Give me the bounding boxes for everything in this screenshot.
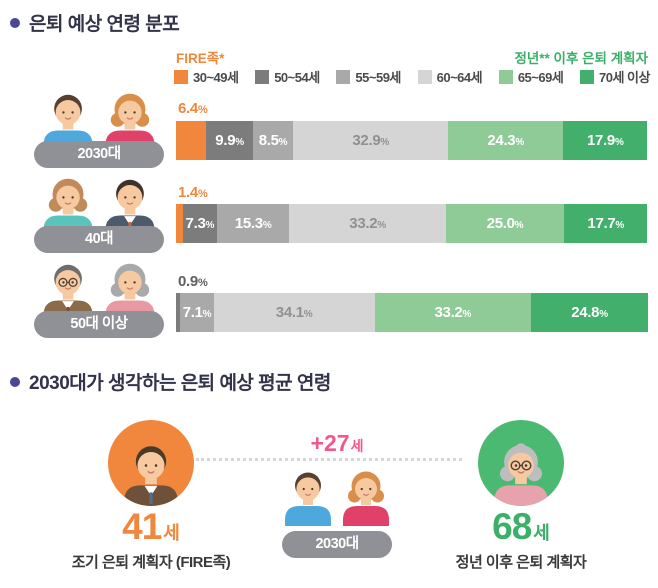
bar-segment-value: 33.2% [349, 215, 386, 232]
group-label: 40대 [85, 231, 113, 247]
bar-segment: 15.3% [217, 204, 290, 243]
group-label-pill: 2030대 [34, 141, 164, 168]
legend-swatch-icon [336, 69, 351, 84]
age-difference: +27 세 [270, 430, 404, 457]
legend-label: 30~49세 [193, 70, 239, 85]
stacked-bar-50s: 7.1% 34.1% 33.2% 24.8% [176, 293, 648, 332]
people-40s-illustration: 40대 [34, 177, 164, 253]
legend-header-senior: 정년** 이후 은퇴 계획자 [514, 51, 648, 66]
callout-unit: % [197, 104, 208, 116]
bar-segment-value: 32.9% [352, 132, 389, 149]
connector-dotted-line [196, 458, 462, 461]
bar-segment-value: 17.9% [586, 132, 624, 149]
legend-item: 50~54세 [255, 67, 320, 86]
bar-segment [176, 204, 183, 243]
legend-label: 65~69세 [517, 70, 564, 85]
bar-segment: 33.2% [289, 204, 446, 243]
bar-segment: 33.2% [374, 293, 532, 332]
legend-header-fire: FIRE족* [176, 51, 225, 66]
age-difference-unit: 세 [350, 438, 364, 454]
bar-callout-50s: 0.9% [178, 273, 208, 290]
fire-age-unit: 세 [163, 523, 180, 543]
senior-age: 68 세 [446, 506, 596, 548]
group-label: 2030대 [77, 146, 121, 162]
callout-unit: % [197, 188, 208, 200]
callout-value: 6.4 [178, 100, 198, 117]
legend-label: 55~59세 [355, 70, 401, 85]
legend-item: 30~49세 [174, 67, 239, 86]
bar-segment-value: 34.1% [275, 304, 313, 321]
bar-segment: 9.9% [206, 121, 253, 160]
age-difference-value: +27 [310, 430, 350, 456]
group-label: 50대 이상 [70, 316, 128, 332]
section2-header: 2030대가 생각하는 은퇴 예상 평균 연령 [10, 368, 331, 395]
senior-age-unit: 세 [533, 523, 550, 543]
bar-segment-value: 9.9% [215, 132, 244, 149]
legend-swatch-icon [255, 69, 270, 84]
group-label-pill: 2030대 [282, 531, 392, 558]
callout-value: 1.4 [178, 184, 198, 201]
bar-segment-value: 8.5% [258, 132, 288, 149]
legend: 30~49세 50~54세 55~59세 60~64세 65~69세 70세 이상 [174, 67, 650, 86]
legend-swatch-icon [498, 69, 513, 84]
legend-headers: FIRE족* 정년** 이후 은퇴 계획자 [176, 47, 648, 66]
fire-person-circle-illustration [108, 420, 194, 506]
bar-segment: 32.9% [293, 121, 449, 160]
bar-segment-value: 15.3% [234, 215, 272, 232]
legend-label: 60~64세 [436, 70, 483, 85]
legend-swatch-icon [417, 69, 432, 84]
bar-segment: 17.9% [563, 121, 648, 160]
bar-segment: 24.3% [448, 121, 563, 160]
senior-caption: 정년 이후 은퇴 계획자 [455, 554, 587, 571]
bar-segment: 34.1% [213, 293, 375, 332]
bar-segment-value: 17.7% [587, 215, 625, 232]
legend-label: 50~54세 [274, 70, 320, 85]
legend-label: 70세 이상 [599, 70, 650, 85]
fire-age: 41 세 [76, 506, 226, 548]
legend-item: 65~69세 [498, 67, 564, 86]
people-50s-illustration: 50대 이상 [34, 262, 164, 338]
bar-callout-2030s: 6.4% [178, 100, 208, 117]
bullet-icon [10, 376, 20, 387]
stacked-bar-40s: 7.3% 15.3% 33.2% 25.0% 17.7% [176, 204, 648, 243]
senior-age-value: 68 [492, 506, 532, 547]
callout-unit: % [197, 277, 208, 289]
bar-segment [176, 293, 181, 332]
bar-segment: 7.3% [182, 204, 218, 243]
bar-segment: 24.8% [531, 293, 648, 332]
fire-age-value: 41 [122, 506, 162, 547]
legend-swatch-icon [580, 69, 595, 84]
bar-segment-value: 24.3% [487, 132, 524, 149]
group-label: 2030대 [315, 536, 359, 552]
bar-segment [176, 121, 207, 160]
fire-caption: 조기 은퇴 계획자 (FIRE족) [71, 554, 231, 571]
bar-segment-value: 7.1% [182, 304, 212, 321]
bar-segment-value: 24.8% [571, 304, 608, 321]
legend-item: 55~59세 [336, 67, 401, 86]
senior-person-circle-illustration [478, 420, 564, 506]
bar-segment-value: 25.0% [486, 215, 524, 232]
people-2030s-illustration: 2030대 [34, 92, 164, 168]
legend-swatch-icon [174, 69, 188, 84]
section1-header: 은퇴 예상 연령 분포 [10, 9, 180, 36]
center-group-pill: 2030대 [282, 531, 392, 558]
bar-segment: 8.5% [252, 121, 294, 160]
bar-segment: 17.7% [563, 204, 648, 243]
section2-title: 2030대가 생각하는 은퇴 예상 평균 연령 [29, 373, 331, 394]
group-label-pill: 40대 [34, 226, 164, 253]
bullet-icon [10, 17, 20, 28]
legend-item: 70세 이상 [580, 67, 650, 86]
bar-segment: 25.0% [445, 204, 564, 243]
callout-value: 0.9 [178, 273, 198, 290]
section1-title: 은퇴 예상 연령 분포 [29, 14, 180, 35]
stacked-bar-2030s: 9.9% 8.5% 32.9% 24.3% 17.9% [176, 121, 648, 160]
group-label-pill: 50대 이상 [34, 311, 164, 338]
bar-segment-value: 7.3% [185, 215, 215, 232]
legend-item: 60~64세 [417, 67, 483, 86]
bar-segment: 7.1% [180, 293, 214, 332]
bar-segment-value: 33.2% [434, 304, 472, 321]
people-2030s-illustration [277, 470, 397, 531]
bar-callout-40s: 1.4% [178, 184, 208, 201]
